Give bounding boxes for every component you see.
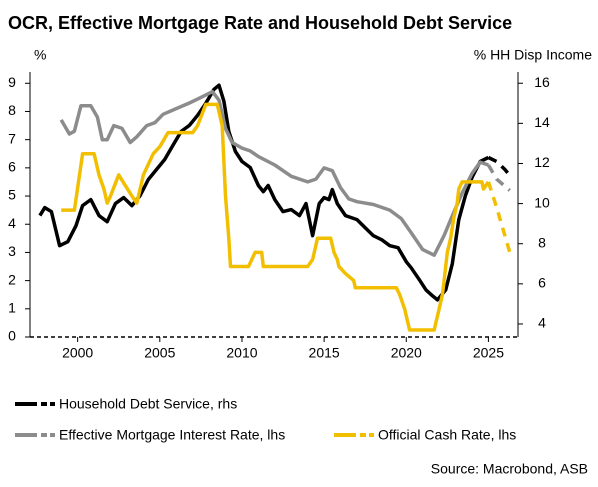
x-tick-label: 2015 bbox=[309, 345, 340, 361]
line-series-forecast bbox=[487, 155, 513, 179]
y2-tick-label: 10 bbox=[534, 194, 550, 210]
y2-tick-label: 14 bbox=[534, 114, 550, 130]
x-tick-label: 2020 bbox=[391, 345, 422, 361]
legend-label: Official Cash Rate, lhs bbox=[378, 427, 516, 443]
source-note: Source: Macrobond, ASB bbox=[431, 461, 588, 477]
y2-tick-label: 6 bbox=[538, 275, 546, 291]
y-tick-label: 7 bbox=[8, 130, 16, 146]
y-tick-label: 5 bbox=[8, 187, 16, 203]
line-series-forecast bbox=[486, 181, 512, 253]
y2-axis-label: % HH Disp Income bbox=[474, 47, 592, 63]
x-tick-label: 2005 bbox=[144, 345, 175, 361]
y-tick-label: 8 bbox=[8, 102, 16, 118]
x-tick-label: 2000 bbox=[62, 345, 93, 361]
line-series bbox=[38, 83, 490, 302]
legend-label: Effective Mortgage Interest Rate, lhs bbox=[59, 427, 285, 443]
y-tick-label: 4 bbox=[8, 215, 16, 231]
y-tick-label: 1 bbox=[8, 300, 16, 316]
legend-label: Household Debt Service, rhs bbox=[59, 396, 237, 412]
y-tick-label: 0 bbox=[8, 328, 16, 344]
y2-tick-label: 16 bbox=[534, 74, 550, 90]
y-tick-label: 9 bbox=[8, 74, 16, 90]
x-tick-label: 2025 bbox=[473, 345, 504, 361]
y2-tick-label: 12 bbox=[534, 154, 550, 170]
chart-title: OCR, Effective Mortgage Rate and Househo… bbox=[8, 13, 512, 33]
line-series bbox=[61, 102, 490, 332]
x-tick-label: 2010 bbox=[226, 345, 257, 361]
line-series bbox=[59, 89, 489, 257]
y-tick-label: 2 bbox=[8, 271, 16, 287]
y-tick-label: 3 bbox=[8, 243, 16, 259]
y-tick-label: 6 bbox=[8, 159, 16, 175]
line-series-forecast bbox=[486, 164, 511, 192]
y2-tick-label: 8 bbox=[538, 234, 546, 250]
y-axis-label: % bbox=[34, 47, 46, 63]
y2-tick-label: 4 bbox=[538, 315, 546, 331]
